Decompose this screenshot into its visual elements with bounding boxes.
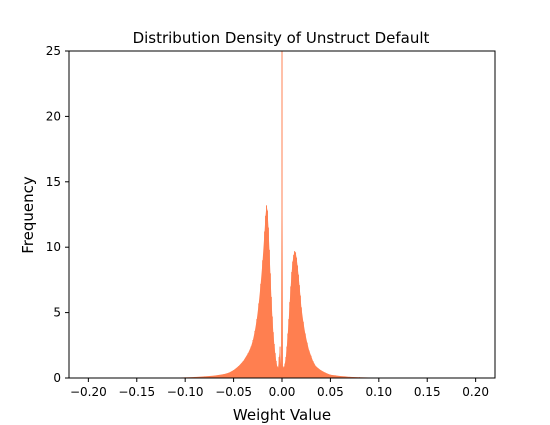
- x-tick-label: 0.20: [462, 385, 489, 399]
- x-tick-label: −0.20: [70, 385, 107, 399]
- y-tick-label: 5: [53, 306, 61, 320]
- x-tick-label: 0.00: [269, 385, 296, 399]
- y-tick-label: 20: [46, 109, 61, 123]
- x-tick-label: −0.15: [118, 385, 155, 399]
- y-tick-label: 10: [46, 240, 61, 254]
- x-axis-label: Weight Value: [233, 406, 331, 424]
- x-tick-label: 0.10: [365, 385, 392, 399]
- x-tick-label: 0.05: [317, 385, 344, 399]
- y-axis-label: Frequency: [19, 176, 37, 254]
- y-tick-label: 0: [53, 371, 61, 385]
- histogram-area: [136, 51, 399, 378]
- y-axis-ticks: 0 5 10 15 20 25: [46, 44, 69, 385]
- x-tick-label: −0.10: [167, 385, 204, 399]
- x-axis-ticks: −0.20 −0.15 −0.10 −0.05 0.00 0.05 0.10 0.15 0.20: [70, 378, 489, 399]
- histogram-bars: [136, 51, 399, 378]
- y-tick-label: 25: [46, 44, 61, 58]
- y-tick-label: 15: [46, 175, 61, 189]
- chart-title: Distribution Density of Unstruct Default: [133, 29, 430, 47]
- x-tick-label: −0.05: [215, 385, 252, 399]
- x-tick-label: 0.15: [414, 385, 441, 399]
